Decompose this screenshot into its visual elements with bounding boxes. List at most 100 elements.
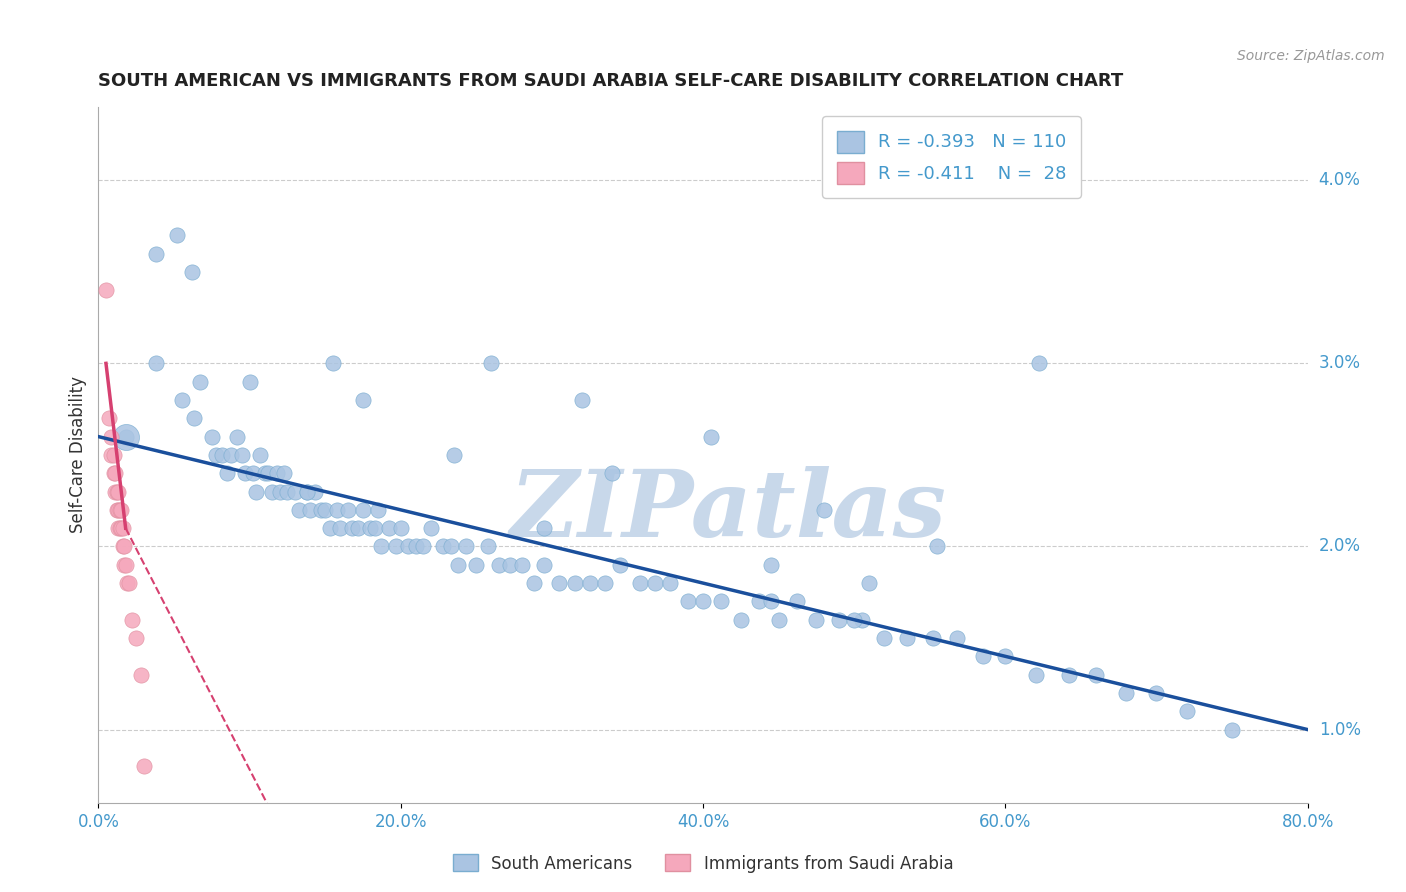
Point bbox=[921, 631, 943, 645]
Point bbox=[108, 503, 131, 517]
Point bbox=[389, 521, 412, 535]
Text: SOUTH AMERICAN VS IMMIGRANTS FROM SAUDI ARABIA SELF-CARE DISABILITY CORRELATION : SOUTH AMERICAN VS IMMIGRANTS FROM SAUDI … bbox=[98, 72, 1123, 90]
Point bbox=[730, 613, 752, 627]
Point bbox=[477, 540, 499, 554]
Point bbox=[367, 503, 389, 517]
Point bbox=[233, 467, 256, 481]
Point bbox=[658, 576, 681, 591]
Point bbox=[314, 503, 336, 517]
Point bbox=[571, 392, 593, 407]
Point bbox=[262, 484, 284, 499]
Point bbox=[352, 503, 374, 517]
Point bbox=[412, 540, 434, 554]
Point bbox=[927, 540, 949, 554]
Point bbox=[768, 613, 790, 627]
Point bbox=[523, 576, 546, 591]
Point bbox=[342, 521, 364, 535]
Point bbox=[145, 356, 167, 370]
Point bbox=[304, 484, 326, 499]
Point bbox=[759, 558, 782, 572]
Point bbox=[564, 576, 586, 591]
Point bbox=[699, 429, 721, 443]
Point bbox=[231, 448, 253, 462]
Point bbox=[481, 356, 503, 370]
Point bbox=[284, 484, 307, 499]
Point bbox=[533, 521, 555, 535]
Point bbox=[295, 484, 318, 499]
Point bbox=[420, 521, 443, 535]
Point bbox=[121, 613, 143, 627]
Point bbox=[107, 484, 129, 499]
Point bbox=[548, 576, 571, 591]
Point bbox=[1028, 356, 1050, 370]
Point bbox=[132, 759, 155, 773]
Point bbox=[628, 576, 651, 591]
Point bbox=[181, 265, 204, 279]
Point bbox=[593, 576, 616, 591]
Point bbox=[447, 558, 470, 572]
Point bbox=[309, 503, 332, 517]
Point bbox=[336, 503, 359, 517]
Point bbox=[364, 521, 387, 535]
Point bbox=[98, 411, 121, 425]
Text: Source: ZipAtlas.com: Source: ZipAtlas.com bbox=[1237, 49, 1385, 63]
Point bbox=[112, 540, 135, 554]
Point bbox=[352, 392, 374, 407]
Point bbox=[439, 540, 461, 554]
Point bbox=[644, 576, 666, 591]
Point bbox=[813, 503, 835, 517]
Point bbox=[226, 429, 249, 443]
Point bbox=[465, 558, 488, 572]
Point bbox=[347, 521, 370, 535]
Point bbox=[1175, 704, 1198, 718]
Point bbox=[454, 540, 477, 554]
Point bbox=[828, 613, 851, 627]
Text: 3.0%: 3.0% bbox=[1319, 354, 1361, 372]
Point bbox=[1144, 686, 1167, 700]
Text: ZIPatlas: ZIPatlas bbox=[509, 466, 946, 556]
Point bbox=[125, 631, 148, 645]
Point bbox=[249, 448, 271, 462]
Point bbox=[533, 558, 555, 572]
Point bbox=[692, 594, 714, 608]
Point bbox=[851, 613, 873, 627]
Point bbox=[273, 467, 295, 481]
Point bbox=[1024, 667, 1046, 681]
Point bbox=[370, 540, 392, 554]
Point bbox=[108, 521, 131, 535]
Point bbox=[295, 484, 318, 499]
Point bbox=[1085, 667, 1108, 681]
Point bbox=[245, 484, 267, 499]
Point bbox=[396, 540, 419, 554]
Point bbox=[602, 467, 624, 481]
Point bbox=[1115, 686, 1137, 700]
Point bbox=[405, 540, 427, 554]
Point bbox=[100, 448, 122, 462]
Point bbox=[994, 649, 1017, 664]
Point bbox=[510, 558, 533, 572]
Point bbox=[110, 503, 132, 517]
Point bbox=[253, 467, 276, 481]
Point bbox=[105, 484, 128, 499]
Point bbox=[377, 521, 399, 535]
Point bbox=[299, 503, 322, 517]
Point bbox=[360, 521, 382, 535]
Point bbox=[759, 594, 782, 608]
Text: 2.0%: 2.0% bbox=[1319, 538, 1361, 556]
Legend: R = -0.393   N = 110, R = -0.411    N =  28: R = -0.393 N = 110, R = -0.411 N = 28 bbox=[823, 116, 1081, 198]
Point bbox=[107, 503, 129, 517]
Point bbox=[288, 503, 311, 517]
Point bbox=[205, 448, 228, 462]
Point bbox=[170, 392, 193, 407]
Point bbox=[114, 429, 136, 443]
Point bbox=[385, 540, 408, 554]
Point bbox=[896, 631, 918, 645]
Point bbox=[972, 649, 994, 664]
Point bbox=[242, 467, 264, 481]
Point bbox=[145, 246, 167, 260]
Legend: South Americans, Immigrants from Saudi Arabia: South Americans, Immigrants from Saudi A… bbox=[446, 847, 960, 880]
Point bbox=[498, 558, 520, 572]
Point bbox=[110, 521, 132, 535]
Point bbox=[188, 375, 211, 389]
Point bbox=[166, 228, 188, 243]
